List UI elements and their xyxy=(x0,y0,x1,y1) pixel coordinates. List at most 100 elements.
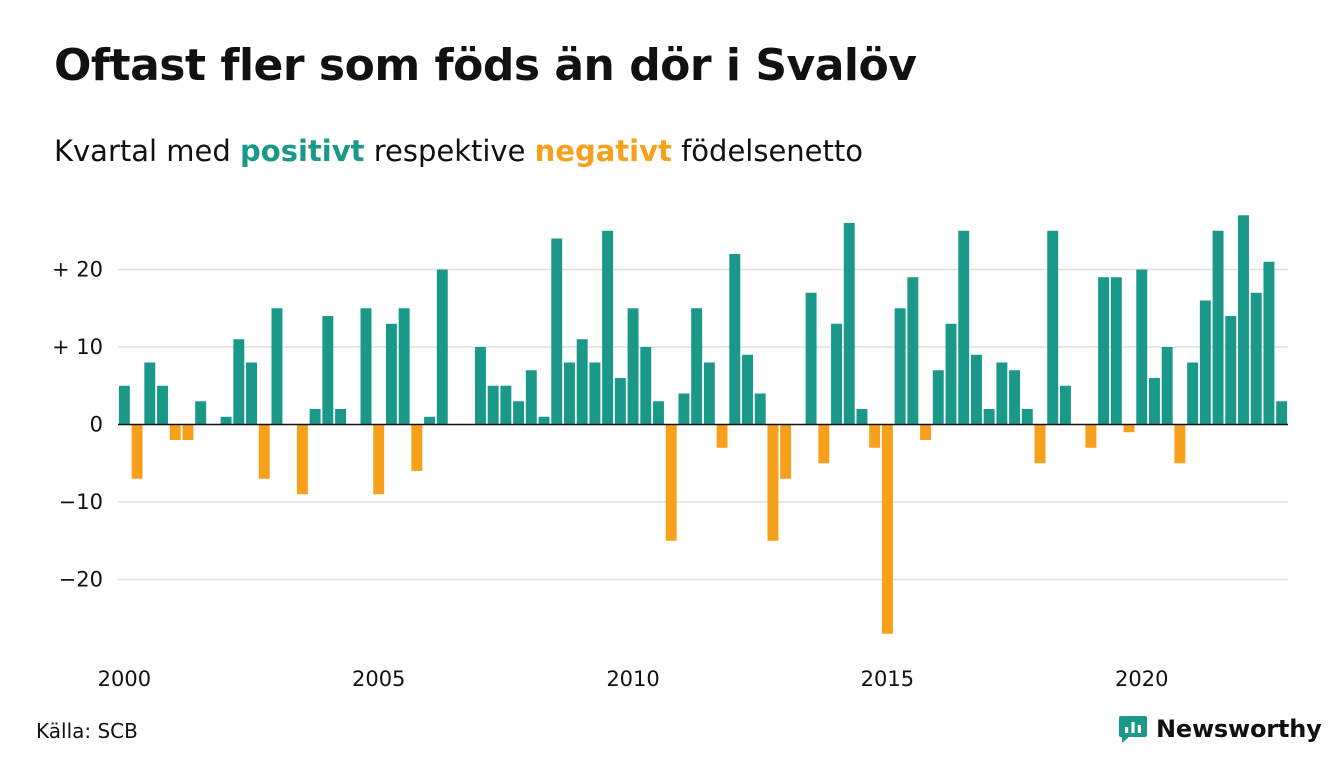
bar-positive xyxy=(1098,277,1110,425)
bar-positive xyxy=(246,362,258,425)
bar-positive xyxy=(233,339,245,425)
bar-positive xyxy=(831,323,843,425)
bar-chart: + 20 + 10 0 −10 −20 2000 2005 2010 2015 2020 xyxy=(52,215,1288,691)
bar-positive xyxy=(1199,300,1211,425)
bar-positive xyxy=(1021,409,1033,425)
bar-positive xyxy=(932,370,944,425)
bar-positive xyxy=(1276,401,1288,425)
bar-positive xyxy=(602,230,614,425)
x-tick-label: 2015 xyxy=(861,667,914,691)
bar-positive xyxy=(983,409,995,425)
bar-positive xyxy=(385,323,397,425)
bar-positive xyxy=(970,354,982,425)
subtitle-negative: negativt xyxy=(534,134,672,168)
bars xyxy=(118,215,1288,634)
bar-positive xyxy=(1110,277,1122,425)
bar-positive xyxy=(500,385,512,425)
bar-negative xyxy=(1085,424,1097,448)
grid-lines xyxy=(118,268,1288,581)
y-tick-label: −10 xyxy=(59,490,103,514)
bar-positive xyxy=(1136,269,1148,425)
bar-positive xyxy=(1059,385,1071,425)
bar-positive xyxy=(856,409,868,425)
y-tick-label: −20 xyxy=(59,568,103,592)
bar-positive xyxy=(424,416,436,425)
bar-negative xyxy=(881,424,893,634)
bar-positive xyxy=(627,308,639,425)
axes: + 20 + 10 0 −10 −20 2000 2005 2010 2015 2020 xyxy=(52,258,1288,691)
bar-negative xyxy=(869,424,881,448)
bar-negative xyxy=(169,424,181,440)
source-note: Källa: SCB xyxy=(36,719,138,743)
bar-positive xyxy=(1225,316,1237,425)
bar-positive xyxy=(945,323,957,425)
bar-positive xyxy=(1238,215,1249,425)
bar-negative xyxy=(296,424,308,495)
bar-negative xyxy=(373,424,385,495)
bar-negative xyxy=(716,424,728,448)
bar-positive xyxy=(576,339,588,425)
bar-positive xyxy=(398,308,410,425)
subtitle-post: födelsenetto xyxy=(671,134,863,168)
y-tick-label: + 20 xyxy=(52,258,103,282)
bar-negative xyxy=(1034,424,1046,464)
x-tick-label: 2005 xyxy=(352,667,405,691)
bar-positive xyxy=(1009,370,1021,425)
bar-negative xyxy=(665,424,677,541)
subtitle-positive: positivt xyxy=(240,134,365,168)
bar-positive xyxy=(691,308,703,425)
chart-title: Oftast fler som föds än dör i Svalöv xyxy=(54,40,917,91)
bar-negative xyxy=(182,424,194,440)
bar-positive xyxy=(742,354,753,425)
bar-negative xyxy=(767,424,779,541)
bar-positive xyxy=(220,416,232,425)
bar-positive xyxy=(195,401,207,425)
chart-subtitle: Kvartal med positivt respektive negativt… xyxy=(54,134,863,168)
bar-positive xyxy=(551,238,563,425)
bar-positive xyxy=(322,316,334,425)
bar-negative xyxy=(1174,424,1186,464)
bar-positive xyxy=(805,292,817,425)
bar-positive xyxy=(360,308,372,425)
bar-positive xyxy=(996,362,1008,425)
bar-positive xyxy=(525,370,537,425)
bar-positive xyxy=(703,362,715,425)
bar-positive xyxy=(1250,292,1262,425)
bar-positive xyxy=(144,362,156,425)
bar-positive xyxy=(894,308,906,425)
bar-negative xyxy=(920,424,932,440)
bar-positive xyxy=(538,416,550,425)
bar-positive xyxy=(1161,347,1173,425)
y-tick-label: + 10 xyxy=(52,335,103,359)
bar-negative xyxy=(411,424,423,471)
bar-positive xyxy=(118,385,130,425)
y-tick-label: 0 xyxy=(90,413,103,437)
bar-positive xyxy=(653,401,664,425)
bar-positive xyxy=(1263,261,1275,425)
brand-name: Newsworthy xyxy=(1156,715,1322,743)
newsworthy-logo-icon xyxy=(1119,716,1147,743)
bar-positive xyxy=(513,401,525,425)
bar-positive xyxy=(309,409,321,425)
bar-positive xyxy=(1047,230,1059,425)
bar-positive xyxy=(1148,378,1160,425)
bar-positive xyxy=(271,308,283,425)
bar-positive xyxy=(589,362,601,425)
bar-positive xyxy=(563,362,575,425)
brand-logo: Newsworthy xyxy=(1118,714,1322,744)
subtitle-pre: Kvartal med xyxy=(54,134,241,168)
bar-positive xyxy=(843,223,855,425)
bar-positive xyxy=(157,385,168,425)
bar-positive xyxy=(474,347,486,425)
bar-positive xyxy=(729,254,741,425)
bar-negative xyxy=(131,424,143,479)
bar-positive xyxy=(614,378,626,425)
bar-positive xyxy=(754,393,766,425)
bar-positive xyxy=(487,385,499,425)
x-tick-label: 2010 xyxy=(606,667,659,691)
bar-positive xyxy=(678,393,690,425)
bar-negative xyxy=(1123,424,1135,433)
bar-positive xyxy=(1187,362,1199,425)
bar-negative xyxy=(258,424,270,479)
bar-positive xyxy=(335,409,347,425)
